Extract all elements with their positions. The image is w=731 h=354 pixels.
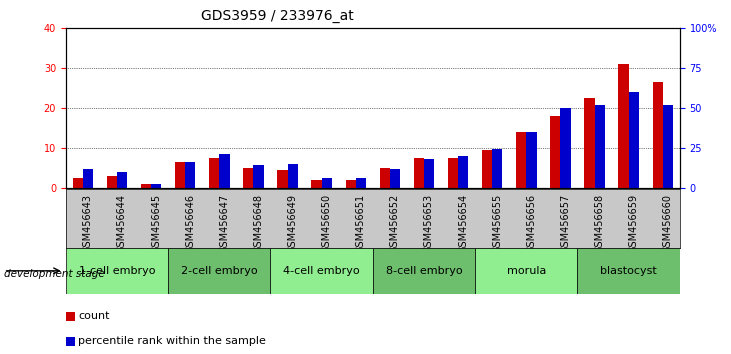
Bar <box>561 108 571 188</box>
Text: 2-cell embryo: 2-cell embryo <box>181 266 257 276</box>
Text: GSM456660: GSM456660 <box>663 194 673 253</box>
Bar <box>373 248 475 294</box>
Text: GSM456647: GSM456647 <box>219 194 230 253</box>
Text: GSM456658: GSM456658 <box>594 194 605 253</box>
Text: GSM456651: GSM456651 <box>356 194 366 253</box>
Text: GSM456652: GSM456652 <box>390 194 400 253</box>
Text: GSM456655: GSM456655 <box>492 194 502 253</box>
Bar <box>516 132 526 188</box>
Bar <box>287 164 298 188</box>
Bar <box>475 248 577 294</box>
Text: blastocyst: blastocyst <box>600 266 657 276</box>
Bar <box>594 105 605 188</box>
Bar <box>629 92 639 188</box>
Text: GSM456646: GSM456646 <box>185 194 195 253</box>
Bar <box>390 169 400 188</box>
Bar <box>424 159 434 188</box>
Text: GSM456657: GSM456657 <box>561 194 570 253</box>
Text: development stage: development stage <box>4 269 105 279</box>
Bar <box>311 180 322 188</box>
Bar <box>243 168 254 188</box>
Bar <box>175 162 185 188</box>
Bar <box>117 172 127 188</box>
Text: GSM456648: GSM456648 <box>254 194 263 253</box>
Bar <box>66 248 168 294</box>
Bar <box>141 184 151 188</box>
Text: 8-cell embryo: 8-cell embryo <box>386 266 462 276</box>
Bar <box>414 158 424 188</box>
Text: 1-cell embryo: 1-cell embryo <box>79 266 155 276</box>
Bar <box>482 150 492 188</box>
Bar <box>185 162 195 188</box>
Bar <box>448 158 458 188</box>
Bar <box>653 82 663 188</box>
Bar <box>346 180 356 188</box>
Bar <box>219 154 230 188</box>
Text: GSM456654: GSM456654 <box>458 194 468 253</box>
Bar <box>254 165 264 188</box>
Bar <box>492 149 502 188</box>
Text: GSM456643: GSM456643 <box>83 194 93 253</box>
Text: GSM456650: GSM456650 <box>322 194 332 253</box>
Bar <box>270 248 373 294</box>
Bar <box>83 169 93 188</box>
Bar <box>168 248 270 294</box>
Bar <box>526 132 537 188</box>
Bar <box>379 168 390 188</box>
Bar <box>584 98 594 188</box>
Bar <box>356 178 366 188</box>
Text: 4-cell embryo: 4-cell embryo <box>284 266 360 276</box>
Text: GSM456645: GSM456645 <box>151 194 161 253</box>
Bar <box>550 116 561 188</box>
Bar <box>618 64 629 188</box>
Text: percentile rank within the sample: percentile rank within the sample <box>78 336 266 346</box>
Bar <box>322 178 332 188</box>
Text: GSM456644: GSM456644 <box>117 194 127 253</box>
Bar <box>209 158 219 188</box>
Bar <box>663 105 673 188</box>
Text: GSM456656: GSM456656 <box>526 194 537 253</box>
Bar <box>458 156 469 188</box>
Bar <box>72 178 83 188</box>
Text: count: count <box>78 312 110 321</box>
Text: GDS3959 / 233976_at: GDS3959 / 233976_at <box>202 9 354 23</box>
Text: morula: morula <box>507 266 546 276</box>
Bar <box>107 176 117 188</box>
Text: GSM456659: GSM456659 <box>629 194 639 253</box>
Bar <box>151 184 162 188</box>
Text: GSM456649: GSM456649 <box>287 194 298 253</box>
Bar <box>277 170 287 188</box>
Bar <box>577 248 680 294</box>
Text: GSM456653: GSM456653 <box>424 194 434 253</box>
